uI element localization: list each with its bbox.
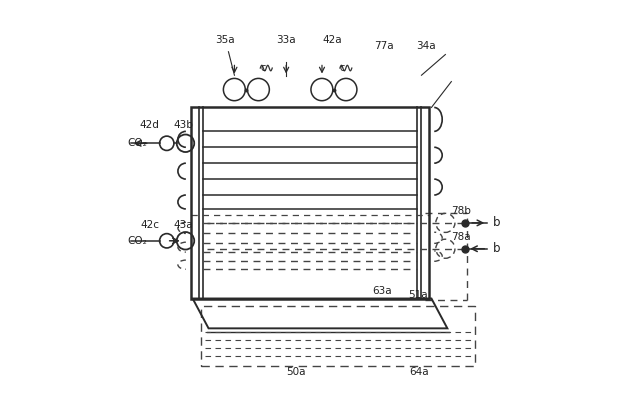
Text: 77a: 77a: [374, 41, 394, 51]
Text: b: b: [493, 217, 501, 229]
Text: 34a: 34a: [415, 41, 435, 51]
Text: 43a: 43a: [173, 220, 193, 230]
Text: 78b: 78b: [451, 206, 471, 216]
Text: 63a: 63a: [372, 285, 392, 296]
Bar: [191, 107, 429, 298]
Text: 50a: 50a: [286, 367, 306, 377]
Text: CO₂: CO₂: [127, 236, 147, 246]
Text: 35a: 35a: [216, 35, 235, 45]
Text: 42d: 42d: [140, 120, 159, 131]
Text: 42a: 42a: [322, 35, 342, 45]
Text: c: c: [340, 63, 345, 73]
Text: c: c: [260, 63, 266, 73]
Text: b: b: [493, 242, 501, 255]
Text: 43b: 43b: [173, 120, 193, 131]
Text: 42c: 42c: [140, 220, 159, 230]
Text: 33a: 33a: [276, 35, 296, 45]
Text: 64a: 64a: [410, 367, 429, 377]
Text: 78a: 78a: [451, 232, 471, 242]
Text: CO₂: CO₂: [127, 138, 147, 148]
Text: 51a: 51a: [408, 289, 428, 300]
